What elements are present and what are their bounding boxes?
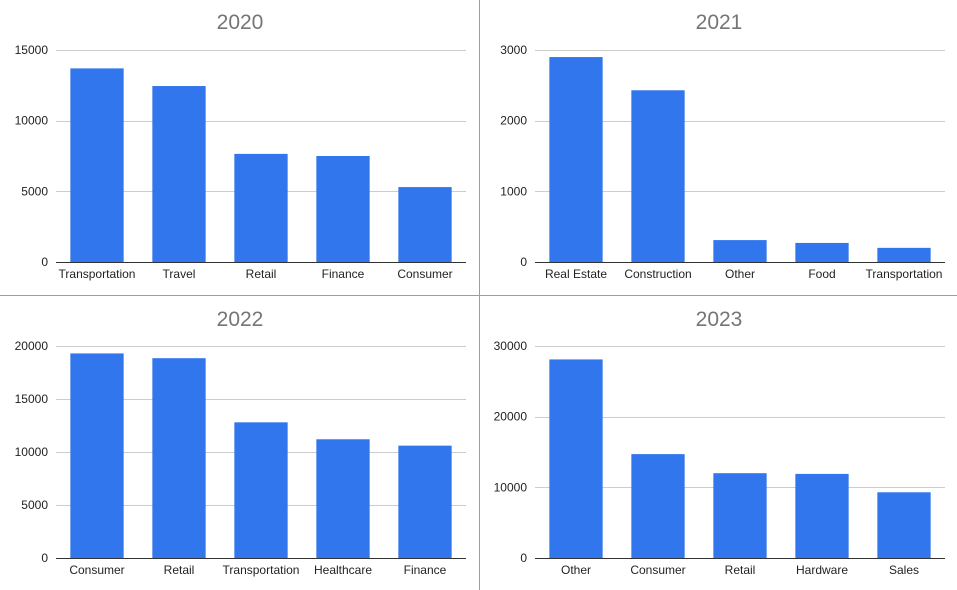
chart-title: 2021: [696, 11, 743, 34]
x-tick-label: Other: [561, 563, 591, 577]
y-tick-label: 5000: [21, 184, 48, 198]
bar: [398, 445, 452, 558]
x-tick-label: Retail: [164, 563, 195, 577]
bar: [234, 422, 288, 558]
x-tick-label: Consumer: [397, 267, 452, 281]
y-tick-label: 0: [41, 255, 48, 269]
y-tick-label: 0: [520, 255, 527, 269]
x-tick-label: Hardware: [796, 563, 848, 577]
chart-title: 2022: [217, 308, 264, 331]
bar: [152, 358, 206, 558]
y-tick-label: 10000: [15, 114, 49, 128]
x-tick-label: Transportation: [223, 563, 300, 577]
y-tick-label: 20000: [15, 339, 49, 353]
x-tick-label: Retail: [246, 267, 277, 281]
chart-plot-area: 0 1000 2000 3000 Real Estate Construction Othe…: [500, 43, 945, 281]
x-tick-label: Retail: [725, 563, 756, 577]
x-tick-label: Finance: [404, 563, 447, 577]
bar: [549, 57, 603, 262]
bar: [234, 153, 288, 262]
x-tick-label: Transportation: [59, 267, 136, 281]
y-tick-label: 15000: [15, 392, 49, 406]
chart-title: 2023: [696, 308, 743, 331]
bar: [398, 187, 452, 262]
chart-plot-area: 0 10000 20000 30000 Other Consumer Retail Hardw…: [494, 339, 945, 577]
y-tick-label: 3000: [500, 43, 527, 57]
bar: [316, 439, 370, 558]
y-tick-label: 10000: [15, 445, 49, 459]
x-tick-label: Finance: [322, 267, 365, 281]
chart-plot-area: 0 5000 10000 15000 20000 Consumer Retail Transp…: [15, 339, 466, 577]
y-tick-label: 0: [41, 551, 48, 565]
bar: [70, 68, 124, 262]
bar: [316, 156, 370, 262]
bar: [713, 473, 767, 558]
chart-panel-2023: 2023 0 10000 20000 30000 Other Consumer Retail…: [494, 308, 945, 577]
y-tick-label: 0: [520, 551, 527, 565]
y-tick-label: 10000: [494, 480, 528, 494]
bar: [877, 492, 931, 558]
y-tick-label: 15000: [15, 43, 49, 57]
bar: [713, 240, 767, 262]
x-tick-label: Consumer: [630, 563, 685, 577]
bar: [549, 359, 603, 558]
chart-panel-2020: 2020 0 5000 10000 15000 Transportation Travel…: [15, 11, 466, 281]
chart-panel-2021: 2021 0 1000 2000 3000 Real Estate Constructio…: [500, 11, 945, 281]
x-tick-label: Healthcare: [314, 563, 372, 577]
chart-panel-2022: 2022 0 5000 10000 15000 20000 Consumer Retail T…: [15, 308, 466, 577]
x-tick-label: Sales: [889, 563, 919, 577]
bar: [795, 242, 849, 262]
bar: [631, 454, 685, 558]
bar: [631, 90, 685, 262]
x-tick-label: Real Estate: [545, 267, 607, 281]
chart-title: 2020: [217, 11, 264, 34]
y-tick-label: 5000: [21, 498, 48, 512]
y-tick-label: 1000: [500, 184, 527, 198]
bar: [152, 86, 206, 262]
y-tick-label: 20000: [494, 410, 528, 424]
y-tick-label: 30000: [494, 339, 528, 353]
x-tick-label: Food: [808, 267, 835, 281]
x-tick-label: Transportation: [866, 267, 943, 281]
bar: [877, 247, 931, 262]
x-tick-label: Other: [725, 267, 755, 281]
x-tick-label: Construction: [624, 267, 691, 281]
bar: [70, 353, 124, 558]
bar: [795, 473, 849, 558]
x-tick-label: Travel: [163, 267, 196, 281]
chart-plot-area: 0 5000 10000 15000 Transportation Travel Retai…: [15, 43, 466, 281]
y-tick-label: 2000: [500, 114, 527, 128]
x-tick-label: Consumer: [69, 563, 124, 577]
